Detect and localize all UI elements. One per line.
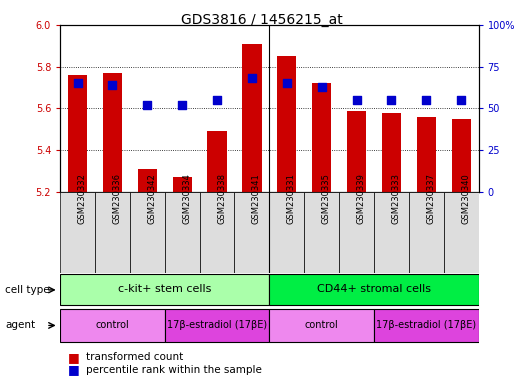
FancyBboxPatch shape (269, 192, 304, 273)
Text: transformed count: transformed count (86, 352, 184, 362)
Bar (103, 73, 122, 192)
Point (143, 102, 152, 108)
Point (73, 80, 82, 86)
Text: 17β-estradiol (17βE): 17β-estradiol (17βE) (167, 320, 267, 330)
FancyBboxPatch shape (95, 192, 130, 273)
Text: agent: agent (5, 320, 36, 331)
FancyBboxPatch shape (60, 274, 269, 306)
FancyBboxPatch shape (269, 274, 479, 306)
FancyBboxPatch shape (165, 192, 200, 273)
Text: control: control (305, 320, 338, 330)
FancyBboxPatch shape (60, 309, 165, 342)
Text: GSM230335: GSM230335 (322, 173, 331, 224)
Bar (277, 56, 297, 192)
Bar (242, 44, 262, 192)
FancyBboxPatch shape (444, 192, 479, 273)
Text: GSM230340: GSM230340 (461, 173, 470, 224)
Text: GSM230333: GSM230333 (391, 173, 401, 224)
Point (317, 84, 326, 90)
Text: ■: ■ (68, 363, 79, 376)
FancyBboxPatch shape (304, 192, 339, 273)
Text: GSM230338: GSM230338 (217, 173, 226, 224)
Point (422, 97, 430, 103)
Text: GSM230342: GSM230342 (147, 173, 156, 224)
Text: ■: ■ (68, 351, 79, 364)
Text: GSM230334: GSM230334 (182, 173, 191, 224)
Bar (451, 119, 471, 192)
FancyBboxPatch shape (165, 309, 269, 342)
Point (248, 75, 256, 81)
Point (353, 97, 361, 103)
FancyBboxPatch shape (234, 192, 269, 273)
Bar (312, 83, 331, 192)
Text: GDS3816 / 1456215_at: GDS3816 / 1456215_at (180, 13, 343, 27)
FancyBboxPatch shape (374, 309, 479, 342)
Text: GSM230337: GSM230337 (426, 173, 435, 224)
Text: percentile rank within the sample: percentile rank within the sample (86, 365, 262, 375)
FancyBboxPatch shape (60, 192, 95, 273)
Text: GSM230336: GSM230336 (112, 173, 121, 224)
FancyBboxPatch shape (130, 192, 165, 273)
Text: cell type: cell type (5, 285, 50, 295)
FancyBboxPatch shape (409, 192, 444, 273)
Bar (208, 131, 226, 192)
FancyBboxPatch shape (339, 192, 374, 273)
Bar (173, 177, 192, 192)
FancyBboxPatch shape (374, 192, 409, 273)
Point (282, 80, 291, 86)
Point (178, 102, 186, 108)
Text: c-kit+ stem cells: c-kit+ stem cells (118, 284, 211, 294)
Bar (68, 75, 87, 192)
Bar (138, 169, 157, 192)
Bar (417, 117, 436, 192)
Bar (382, 113, 401, 192)
FancyBboxPatch shape (269, 309, 374, 342)
Text: GSM230339: GSM230339 (357, 173, 366, 224)
Text: GSM230331: GSM230331 (287, 173, 296, 224)
FancyBboxPatch shape (200, 192, 234, 273)
Point (213, 97, 221, 103)
Bar (347, 111, 366, 192)
Text: GSM230341: GSM230341 (252, 173, 261, 224)
Text: 17β-estradiol (17βE): 17β-estradiol (17βE) (376, 320, 476, 330)
Point (457, 97, 465, 103)
Text: CD44+ stromal cells: CD44+ stromal cells (317, 284, 431, 294)
Point (108, 82, 117, 88)
Point (387, 97, 395, 103)
Text: GSM230332: GSM230332 (77, 173, 87, 224)
Text: control: control (96, 320, 129, 330)
